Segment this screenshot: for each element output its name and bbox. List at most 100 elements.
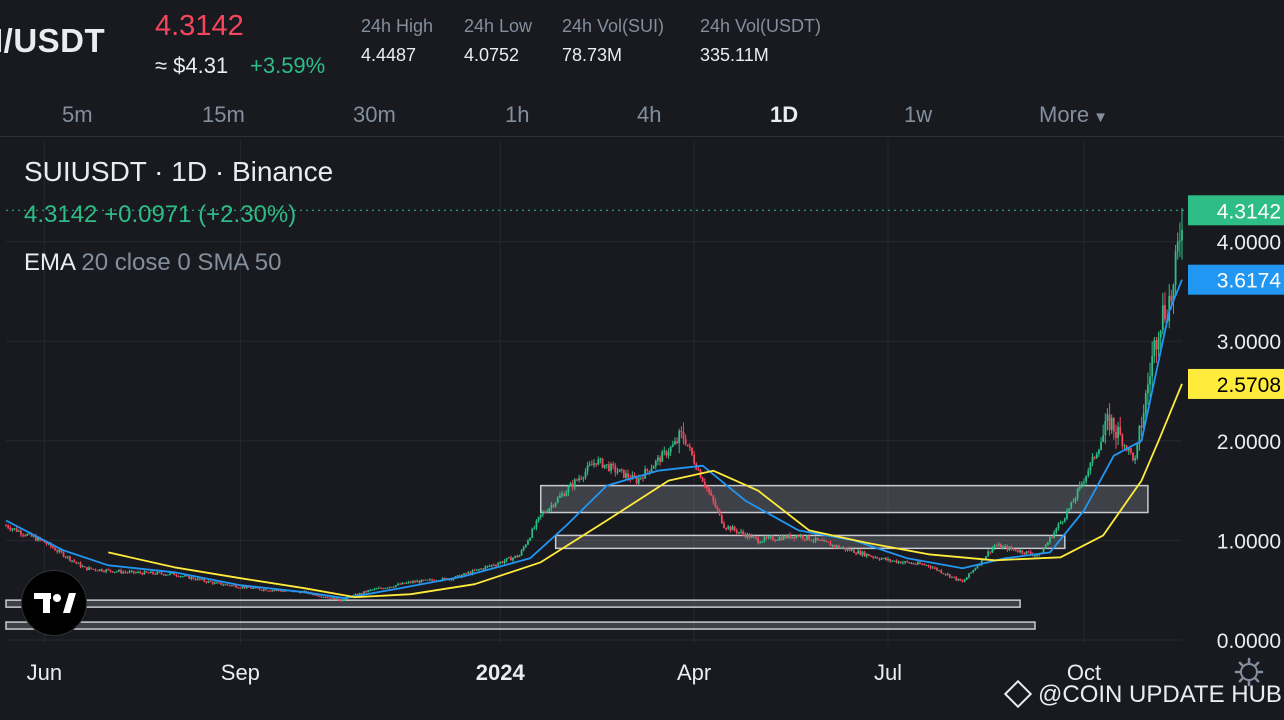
candle-body xyxy=(1072,501,1075,503)
tab-30m[interactable]: 30m xyxy=(353,102,396,127)
candle-body xyxy=(45,542,48,545)
candle-body xyxy=(1110,417,1113,430)
x-tick-label: Apr xyxy=(677,660,711,685)
candle-body xyxy=(1004,546,1007,548)
price-chart[interactable]: 0.0000 1.0000 2.0000 3.0000 4.0000 4.3142 3.61… xyxy=(0,140,1284,720)
candle-body xyxy=(1008,547,1011,550)
gear-icon[interactable] xyxy=(1234,657,1264,687)
tab-5m[interactable]: 5m xyxy=(62,102,93,127)
support-zone[interactable] xyxy=(5,599,1021,608)
tab-1w[interactable]: 1w xyxy=(904,102,933,127)
candle-body xyxy=(565,492,568,497)
candle-body xyxy=(727,526,730,529)
tab-1h[interactable]: 1h xyxy=(505,102,530,127)
candle-body xyxy=(467,572,470,574)
candle-body xyxy=(827,541,830,543)
candle-body xyxy=(209,581,212,583)
candle-body xyxy=(331,597,333,599)
candle-body xyxy=(797,535,800,537)
candle-body xyxy=(1142,412,1145,428)
candle-body xyxy=(865,553,868,557)
candle-body xyxy=(505,558,508,561)
candle-body xyxy=(706,486,708,489)
candle-body xyxy=(384,587,387,589)
candle-body xyxy=(13,528,16,530)
price-tag xyxy=(1188,195,1284,226)
candle-body xyxy=(580,478,583,480)
candle-body xyxy=(235,585,237,588)
candle-body xyxy=(394,585,397,587)
tab-1d[interactable]: 1D xyxy=(770,102,799,127)
candle-body xyxy=(516,555,519,557)
support-zone[interactable] xyxy=(539,484,1149,514)
candle-body xyxy=(56,550,59,552)
candle-body xyxy=(893,560,896,562)
support-zone[interactable] xyxy=(5,621,1036,630)
trading-pair[interactable]: I/USDT xyxy=(0,22,106,59)
candle-body xyxy=(224,584,227,586)
candle-body xyxy=(776,540,779,542)
candle-body xyxy=(354,594,357,596)
candle-body xyxy=(731,526,734,531)
tradingview-logo-icon[interactable] xyxy=(21,570,87,636)
candle-body xyxy=(678,430,681,444)
candle-body xyxy=(605,464,608,466)
candle-body xyxy=(132,570,135,573)
candle-body xyxy=(1085,475,1088,482)
candle-body xyxy=(83,566,86,568)
candle-body xyxy=(769,536,772,538)
candle-body xyxy=(622,469,625,478)
candle-body xyxy=(763,537,766,542)
candle-body xyxy=(503,560,506,563)
candle-body xyxy=(324,596,327,598)
candle-body xyxy=(1014,549,1017,552)
candle-body xyxy=(254,587,257,589)
candle-body xyxy=(968,573,970,578)
candle-body xyxy=(1057,523,1060,529)
candle-body xyxy=(835,545,838,547)
candle-body xyxy=(789,534,791,539)
candle-body xyxy=(584,471,587,478)
candle-body xyxy=(684,438,687,445)
candle-body xyxy=(252,588,255,590)
candle-body xyxy=(882,557,885,559)
tab-more[interactable]: More ▼ xyxy=(1039,102,1108,128)
candle-body xyxy=(795,535,798,539)
candle-body xyxy=(22,534,24,536)
candle-body xyxy=(318,595,321,597)
support-zone[interactable] xyxy=(554,534,1066,550)
candle-body xyxy=(582,477,585,479)
candle-body xyxy=(1115,431,1117,438)
candle-body xyxy=(422,579,425,581)
indicator-name: EMA xyxy=(24,249,75,276)
candle-body xyxy=(595,463,598,465)
x-tick-label: Oct xyxy=(1067,660,1101,685)
candle-body xyxy=(1087,470,1090,476)
candle-body xyxy=(177,575,180,577)
candle-body xyxy=(111,571,114,573)
candle-body xyxy=(682,432,685,439)
candle-body xyxy=(213,582,216,584)
candle-body xyxy=(512,557,514,561)
tab-15m[interactable]: 15m xyxy=(202,102,245,127)
candle-body xyxy=(328,597,331,599)
candle-body xyxy=(874,557,877,559)
candle-body xyxy=(412,581,414,583)
candle-body xyxy=(625,473,627,478)
candle-body xyxy=(1176,241,1179,252)
candle-body xyxy=(158,572,161,574)
candle-body xyxy=(744,533,747,538)
candle-body xyxy=(784,535,787,539)
candle-body xyxy=(742,531,745,534)
price-tag-label: 2.5708 xyxy=(1217,374,1281,397)
candle-body xyxy=(671,444,674,447)
candle-body xyxy=(657,457,659,461)
candle-body xyxy=(1044,545,1047,549)
candle-body xyxy=(823,540,825,542)
candle-body xyxy=(1108,414,1111,430)
tab-4h[interactable]: 4h xyxy=(637,102,662,127)
candle-body xyxy=(533,527,536,529)
candle-body xyxy=(488,565,491,567)
candle-body xyxy=(674,441,676,445)
indicator-legend[interactable]: EMA 20 close 0 SMA 50 xyxy=(24,249,281,277)
